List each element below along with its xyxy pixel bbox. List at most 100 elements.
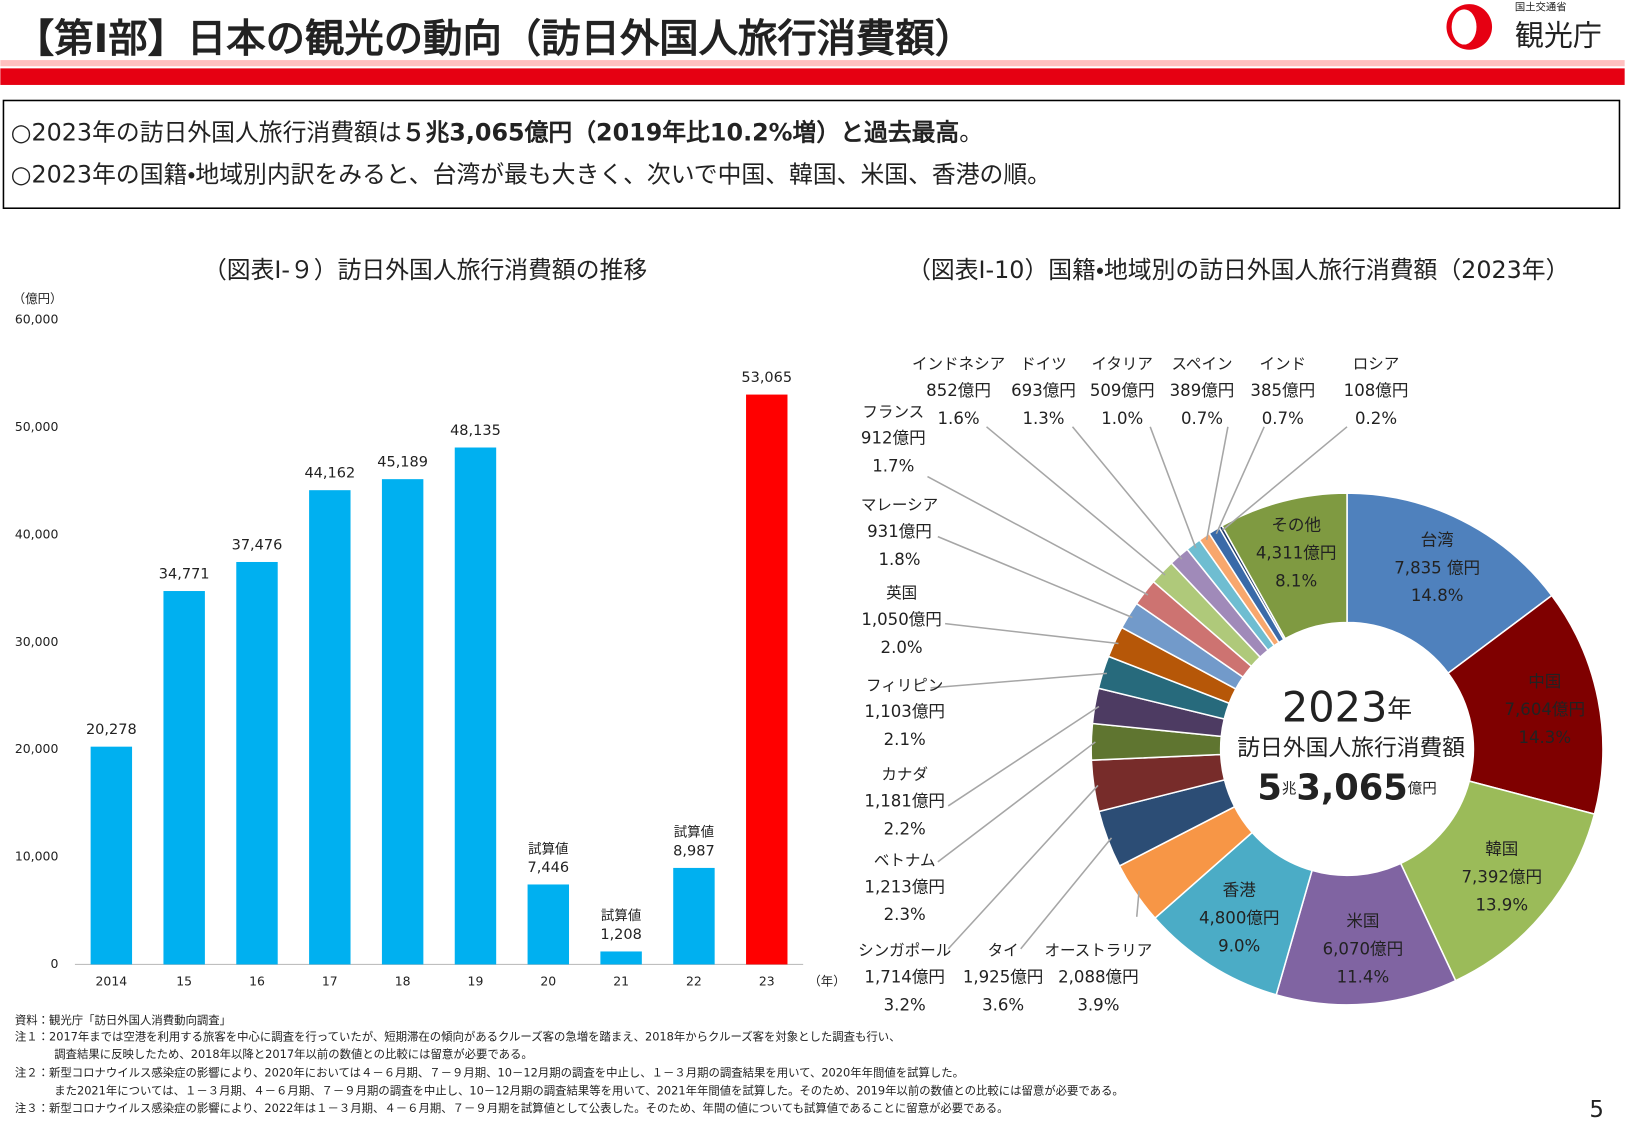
leader-line bbox=[1071, 426, 1183, 560]
summary-line: ○2023年の国籍・地域別内訳をみると、台湾が最も大きく、次いで中国、韓国、米国… bbox=[11, 161, 1051, 189]
value-label: 1,208 bbox=[600, 927, 642, 943]
value-label: 34,771 bbox=[159, 566, 210, 582]
note: 注３：新型コロナウイルス感染症の影響により、2022年は１－３月期、４－６月期、… bbox=[15, 1101, 1009, 1115]
y-tick-label: 50,000 bbox=[15, 419, 59, 434]
slice-value: 6,070億円 bbox=[1323, 939, 1404, 958]
slice-name: その他 bbox=[1271, 516, 1321, 535]
slice-value: 4,311億円 bbox=[1256, 544, 1337, 563]
slice-name: 中国 bbox=[1528, 672, 1561, 691]
slice-value: 1,103億円 bbox=[864, 702, 945, 721]
slice-share: 1.6% bbox=[938, 409, 980, 428]
summary-text: ○2023年の訪日外国人旅行消費額は bbox=[11, 118, 402, 146]
leader-line bbox=[947, 784, 1099, 950]
slice-share: 2.0% bbox=[881, 638, 923, 657]
y-tick-label: 20,000 bbox=[15, 741, 59, 756]
slice-name: オーストラリア bbox=[1044, 941, 1152, 959]
y-tick-label: 30,000 bbox=[15, 634, 59, 649]
slice-share: 1.0% bbox=[1101, 409, 1143, 428]
page-number: 5 bbox=[1589, 1097, 1604, 1123]
summary-line: ○2023年の訪日外国人旅行消費額は５兆3,065億円（2019年比10.2%増… bbox=[11, 118, 983, 146]
value-label: 45,189 bbox=[377, 455, 428, 471]
slice-value: 931億円 bbox=[867, 522, 932, 541]
leader-line bbox=[1222, 426, 1348, 531]
slice-value: 1,050億円 bbox=[861, 610, 942, 629]
donut-slice bbox=[1447, 594, 1604, 816]
slice-name: フランス bbox=[862, 403, 924, 421]
x-tick-label: 18 bbox=[395, 974, 411, 989]
summary-box bbox=[2, 99, 1621, 209]
leader-line bbox=[927, 475, 1149, 596]
slice-share: 0.2% bbox=[1355, 409, 1397, 428]
x-tick-label: 16 bbox=[249, 974, 265, 989]
agency-name: 観光庁 bbox=[1515, 18, 1602, 52]
slice-value: 1,213億円 bbox=[864, 877, 945, 896]
slice-name: 香港 bbox=[1223, 881, 1257, 900]
leader-line bbox=[947, 705, 1100, 807]
x-tick-label: 20 bbox=[540, 974, 556, 989]
bar bbox=[527, 884, 570, 965]
x-tick-label: 22 bbox=[686, 974, 702, 989]
slice-value: 389億円 bbox=[1170, 381, 1235, 400]
leader-line bbox=[1020, 837, 1113, 950]
estimate-note: 試算値 bbox=[674, 825, 714, 841]
slice-share: 1.8% bbox=[878, 550, 920, 569]
slice-share: 3.2% bbox=[884, 995, 926, 1014]
value-label: 8,987 bbox=[673, 843, 715, 859]
x-tick-label: 15 bbox=[176, 974, 192, 989]
estimate-note: 試算値 bbox=[601, 908, 641, 924]
slice-name: シンガポール bbox=[858, 941, 951, 959]
slice-name: マレーシア bbox=[861, 496, 938, 514]
y-unit: （億円） bbox=[13, 291, 63, 306]
slice-value: 852億円 bbox=[926, 381, 991, 400]
value-label: 20,278 bbox=[86, 722, 137, 738]
slice-share: 14.8% bbox=[1411, 586, 1464, 605]
chart-title: （図表Ⅰ-10）国籍・地域別の訪日外国人旅行消費額（2023年） bbox=[907, 256, 1569, 284]
slice-value: 693億円 bbox=[1011, 381, 1076, 400]
bar bbox=[746, 394, 788, 965]
bar bbox=[163, 591, 205, 965]
y-tick-label: 10,000 bbox=[15, 849, 59, 864]
bar bbox=[90, 746, 133, 965]
total-part: 3,065 bbox=[1296, 767, 1407, 808]
x-tick-label: 21 bbox=[613, 974, 629, 989]
slice-share: 3.9% bbox=[1077, 995, 1119, 1014]
title-band bbox=[0, 68, 1625, 85]
value-label: 7,446 bbox=[528, 860, 570, 876]
note: また2021年については、１－３月期、４－６月期、７－９月期の調査を中止し、10… bbox=[54, 1083, 1124, 1097]
center-year: 2023年 bbox=[1282, 684, 1412, 732]
slice-share: 14.3% bbox=[1518, 728, 1571, 747]
slice-value: 108億円 bbox=[1344, 381, 1409, 400]
slice-share: 8.1% bbox=[1275, 571, 1317, 590]
slice-name: スペイン bbox=[1172, 355, 1233, 373]
leader-line bbox=[1205, 426, 1229, 541]
note: 調査結果に反映したため、2018年以降と2017年以前の数値との比較には留意が必… bbox=[54, 1047, 533, 1061]
y-tick-label: 0 bbox=[50, 956, 58, 971]
donut bbox=[1090, 492, 1604, 1006]
note: 注１：2017年までは空港を利用する旅客を中心に調査を行っていたが、短期滞在の傾… bbox=[15, 1029, 901, 1043]
note: 注２：新型コロナウイルス感染症の影響により、2020年においては４－６月期、７－… bbox=[15, 1066, 964, 1080]
bar bbox=[381, 479, 424, 965]
ministry-name: 国土交通省 bbox=[1515, 0, 1567, 13]
note: 資料：観光庁「訪日外国人消費動向調査」 bbox=[15, 1013, 231, 1027]
slice-share: 2.3% bbox=[884, 905, 926, 924]
summary-highlight: ５兆3,065億円（2019年比10.2%増）と過去最高 bbox=[402, 118, 960, 146]
slice-name: インドネシア bbox=[912, 355, 1005, 373]
value-label: 53,065 bbox=[741, 370, 792, 386]
x-tick-label: 19 bbox=[468, 974, 484, 989]
value-label: 37,476 bbox=[232, 537, 283, 553]
bar bbox=[454, 447, 497, 965]
leader-line bbox=[1149, 426, 1197, 549]
chart-title: （図表Ⅰ-９）訪日外国人旅行消費額の推移 bbox=[203, 256, 647, 284]
slice-name: カナダ bbox=[881, 765, 928, 783]
page-title: 【第Ⅰ部】日本の観光の動向（訪日外国人旅行消費額） bbox=[15, 16, 974, 62]
slice-name: ベトナム bbox=[874, 851, 936, 869]
slice-value: 2,088億円 bbox=[1058, 967, 1139, 986]
slice-name: 韓国 bbox=[1485, 840, 1518, 859]
slice-share: 0.7% bbox=[1262, 409, 1304, 428]
leader-line bbox=[937, 535, 1133, 619]
year-unit: 年 bbox=[1387, 695, 1412, 724]
leader-line bbox=[986, 426, 1166, 576]
summary-text: 。 bbox=[959, 118, 983, 146]
slice-value: 7,392億円 bbox=[1462, 867, 1543, 886]
